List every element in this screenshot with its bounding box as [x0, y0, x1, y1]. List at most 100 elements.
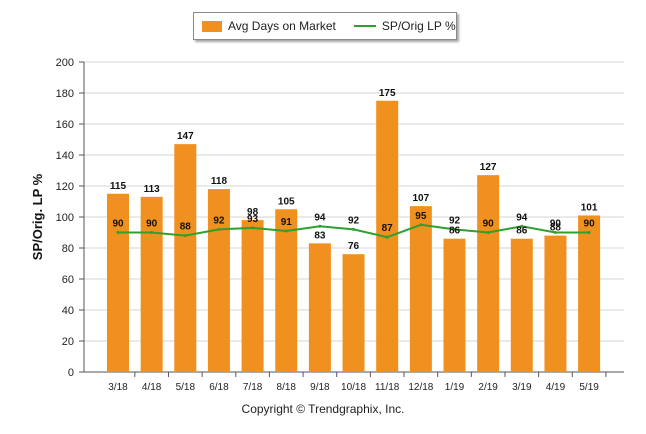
y-tick-label: 120 — [56, 181, 74, 193]
y-tick-label: 20 — [62, 336, 74, 348]
x-tick-label: 1/19 — [445, 382, 465, 393]
x-tick-label: 3/19 — [512, 382, 532, 393]
line-value-label: 90 — [584, 219, 596, 230]
line-value-label: 87 — [382, 223, 394, 234]
y-tick-label: 140 — [56, 150, 74, 162]
bar-value-label: 86 — [516, 226, 528, 237]
line-point — [251, 226, 255, 230]
x-tick-label: 9/18 — [310, 382, 330, 393]
copyright-text: Copyright © Trendgraphix, Inc. — [241, 402, 405, 416]
line-point — [352, 227, 356, 231]
line-value-label: 92 — [213, 215, 225, 226]
bar — [241, 220, 264, 372]
line-point — [419, 223, 423, 227]
x-tick-label: 5/18 — [176, 382, 196, 393]
y-axis-ticks: 0 20 40 60 80 100 120 140 160 180 200 — [56, 57, 84, 379]
legend-item-line[interactable]: SP/Orig LP % — [344, 19, 456, 33]
line-point — [183, 234, 187, 238]
line-point — [116, 231, 120, 234]
legend-line-label: SP/Orig LP % — [381, 19, 456, 33]
y-tick-label: 40 — [62, 305, 74, 317]
y-tick-label: 100 — [56, 212, 74, 224]
bar — [477, 175, 500, 372]
x-tick-label: 11/18 — [375, 382, 400, 393]
data-labels: 115 113 147 118 98 105 83 76 175 107 86 127 86 88 101 9… — [110, 88, 598, 252]
line-value-label: 88 — [180, 222, 192, 233]
line-series — [116, 223, 591, 239]
x-axis-ticks: 3/18 4/18 5/18 6/18 7/18 8/18 9/18 10/18 11/18 12… — [108, 372, 607, 393]
x-tick-label: 5/19 — [579, 382, 599, 393]
bar — [443, 238, 466, 372]
y-tick-label: 60 — [62, 274, 74, 286]
bar-series — [107, 100, 601, 372]
x-tick-label: 2/19 — [478, 382, 498, 393]
bar — [275, 209, 298, 372]
bar-value-label: 83 — [314, 230, 326, 241]
line-point — [453, 227, 456, 231]
bar-value-label: 86 — [449, 226, 461, 237]
bar-value-label: 113 — [144, 184, 161, 195]
bar — [544, 235, 567, 372]
bar — [140, 196, 163, 372]
x-tick-label: 4/19 — [546, 382, 566, 393]
bar — [207, 189, 230, 372]
line-value-label: 90 — [550, 219, 562, 230]
bar — [409, 206, 432, 372]
grid-lines — [83, 61, 624, 373]
x-tick-label: 12/18 — [408, 382, 433, 393]
line-value-label: 94 — [516, 212, 528, 223]
line-point — [520, 224, 524, 228]
x-tick-label: 8/18 — [277, 382, 297, 393]
bar-value-label: 105 — [278, 196, 295, 207]
x-tick-label: 10/18 — [341, 382, 366, 393]
line-point — [284, 229, 288, 233]
line-value-label: 93 — [247, 214, 259, 225]
bar-value-label: 118 — [211, 176, 228, 187]
line-point — [553, 231, 557, 234]
legend-item-bar[interactable]: Avg Days on Market — [202, 19, 336, 33]
x-tick-label: 6/18 — [209, 382, 229, 393]
y-tick-label: 80 — [62, 243, 74, 255]
bar-value-label: 127 — [480, 162, 497, 173]
line-point — [385, 235, 389, 239]
bar-swatch-icon — [202, 20, 222, 32]
bar-value-label: 175 — [379, 88, 396, 99]
line-value-label: 92 — [449, 215, 461, 226]
line-value-label: 91 — [281, 217, 293, 228]
line-point — [486, 231, 490, 234]
line-value-label: 94 — [314, 212, 326, 223]
bar-value-label: 76 — [348, 241, 360, 252]
bar-value-label: 98 — [247, 207, 259, 218]
bar — [510, 238, 533, 372]
bar — [107, 193, 129, 372]
y-tick-label: 0 — [68, 367, 74, 379]
x-tick-label: 4/18 — [142, 382, 162, 393]
y-tick-label: 180 — [56, 88, 74, 100]
y-tick-label: 200 — [56, 57, 74, 69]
legend: Avg Days on Market SP/Orig LP % — [193, 12, 457, 40]
line-point — [318, 224, 322, 228]
bar-value-label: 88 — [550, 223, 562, 234]
y-tick-label: 160 — [56, 119, 74, 131]
y-axis-title: SP/Orig. LP % — [30, 173, 45, 260]
line-point — [587, 231, 591, 234]
line-point — [150, 231, 154, 234]
bar — [308, 243, 331, 372]
bar — [578, 215, 601, 372]
bar — [342, 254, 365, 372]
line-value-label: 90 — [112, 219, 124, 230]
line-value-label: 95 — [415, 211, 427, 222]
line-value-label: 90 — [146, 219, 158, 230]
bar-value-label: 101 — [581, 202, 598, 213]
x-tick-label: 7/18 — [243, 382, 263, 393]
line-point — [217, 227, 221, 231]
line-value-label: 92 — [348, 215, 360, 226]
line-swatch-icon — [353, 25, 376, 27]
x-tick-label: 3/18 — [108, 382, 128, 393]
bar — [174, 144, 197, 372]
line-value-label: 90 — [483, 219, 495, 230]
bar-value-label: 115 — [110, 181, 127, 192]
legend-bar-label: Avg Days on Market — [228, 19, 336, 33]
bar-value-label: 147 — [177, 131, 194, 142]
